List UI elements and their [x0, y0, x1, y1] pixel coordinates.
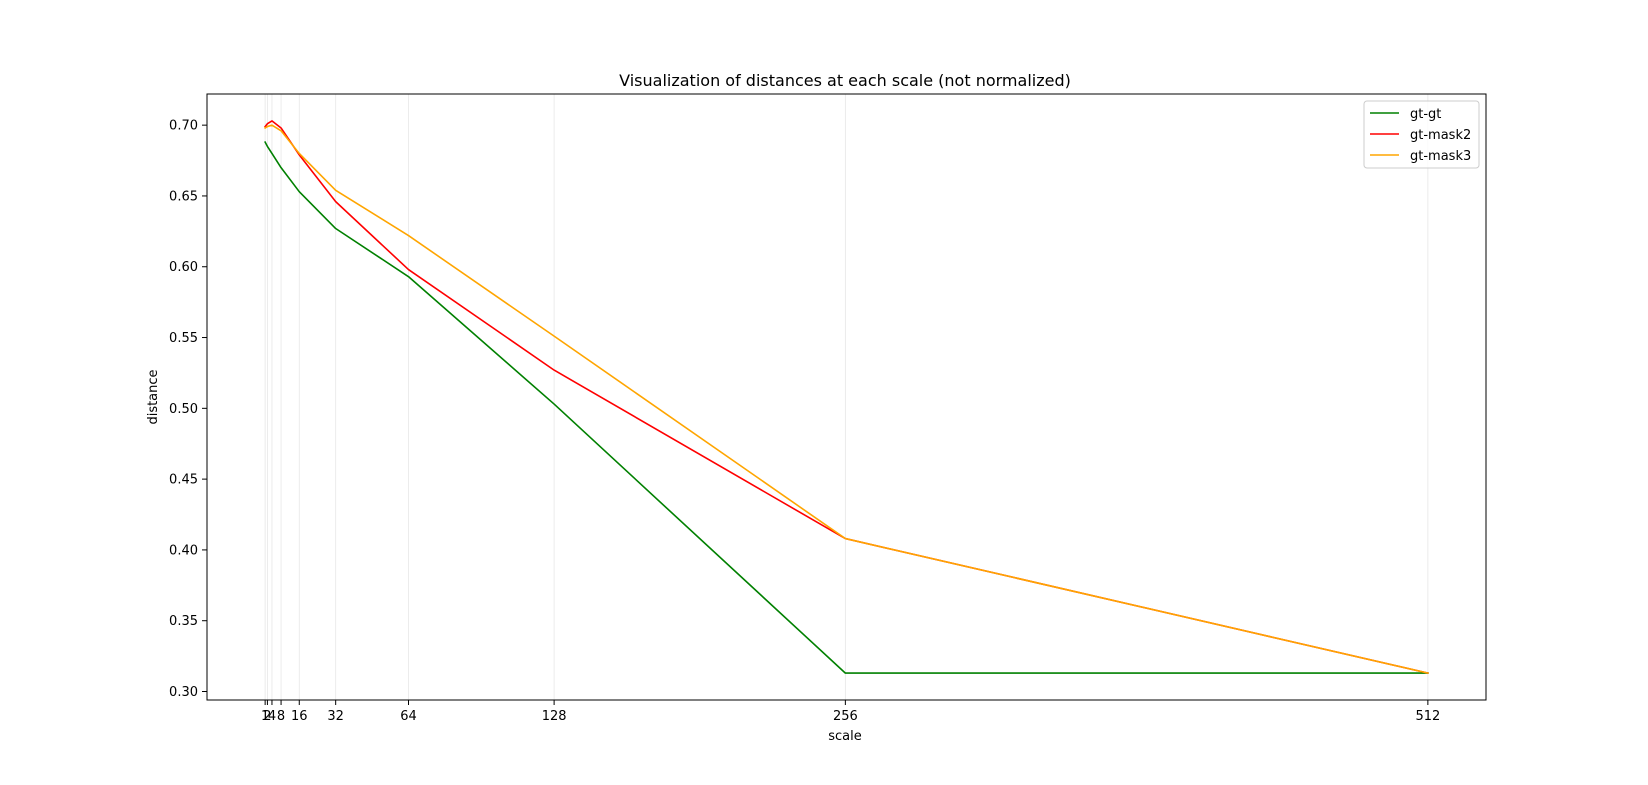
x-tick-label: 16 [291, 709, 308, 724]
series-lines [264, 120, 1429, 675]
series-line-gt-mask3 [264, 124, 1429, 675]
x-tick-label: 4 [268, 709, 276, 724]
legend-label-gt-mask2: gt-mask2 [1410, 128, 1471, 143]
series-line-gt-gt [264, 141, 1429, 674]
y-tick-label: 0.50 [169, 402, 198, 417]
series-line-gt-mask2 [264, 120, 1429, 675]
x-tick-label: 512 [1415, 709, 1440, 724]
legend-label-gt-gt: gt-gt [1410, 107, 1441, 122]
y-tick-label: 0.30 [169, 685, 198, 700]
legend-box [1363, 100, 1480, 169]
x-axis-label: scale [828, 729, 862, 744]
x-tick-label: 1 [261, 709, 269, 724]
y-tick-label: 0.35 [169, 614, 198, 629]
y-tick-label: 0.60 [169, 260, 198, 275]
legend: gt-gt gt-mask2 gt-mask3 [1363, 100, 1480, 169]
x-axis-ticks: 124 8 16 32 64 128 256 512 [261, 700, 1440, 724]
y-tick-label: 0.70 [169, 119, 198, 134]
x-tick-label: 32 [327, 709, 344, 724]
y-tick-label: 0.45 [169, 473, 198, 488]
grid-lines [264, 94, 1429, 700]
plot-frame [206, 93, 1487, 701]
x-tick-label: 2 [263, 709, 271, 724]
x-tick-label: 64 [400, 709, 417, 724]
y-tick-label: 0.65 [169, 189, 198, 204]
y-axis-ticks: 0.30 0.35 0.40 0.45 0.50 0.55 0.60 0.65 0.70 [169, 119, 207, 700]
x-tick-label: 8 [277, 709, 285, 724]
y-axis-label: distance [146, 369, 161, 424]
y-tick-label: 0.40 [169, 543, 198, 558]
x-tick-label: 128 [542, 709, 567, 724]
legend-label-gt-mask3: gt-mask3 [1410, 149, 1471, 164]
y-tick-label: 0.55 [169, 331, 198, 346]
x-tick-label: 256 [833, 709, 858, 724]
chart-title: Visualization of distances at each scale… [619, 71, 1071, 90]
